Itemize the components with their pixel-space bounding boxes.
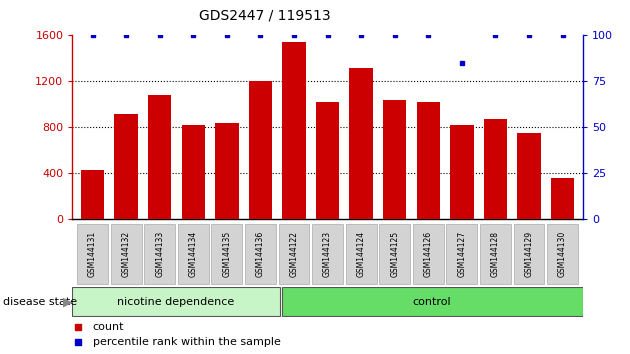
Bar: [416, 102, 440, 219]
FancyBboxPatch shape: [245, 224, 276, 284]
Bar: [450, 125, 474, 219]
Bar: [115, 114, 138, 219]
Bar: [316, 102, 340, 219]
FancyBboxPatch shape: [144, 224, 175, 284]
Text: GSM144127: GSM144127: [457, 231, 466, 277]
Text: GSM144133: GSM144133: [155, 231, 164, 277]
Text: GSM144136: GSM144136: [256, 231, 265, 277]
Text: GSM144132: GSM144132: [122, 231, 130, 277]
Text: GSM144124: GSM144124: [357, 231, 365, 277]
FancyBboxPatch shape: [72, 287, 280, 316]
Bar: [551, 178, 575, 219]
Text: GSM144128: GSM144128: [491, 231, 500, 277]
Text: GSM144130: GSM144130: [558, 231, 567, 277]
Bar: [181, 125, 205, 219]
Bar: [215, 123, 239, 219]
Bar: [249, 81, 272, 219]
Text: count: count: [93, 321, 124, 332]
Text: percentile rank within the sample: percentile rank within the sample: [93, 337, 281, 348]
Bar: [81, 170, 105, 219]
Bar: [350, 68, 373, 219]
FancyBboxPatch shape: [547, 224, 578, 284]
FancyBboxPatch shape: [178, 224, 209, 284]
Bar: [282, 42, 306, 219]
FancyBboxPatch shape: [346, 224, 377, 284]
Bar: [484, 119, 507, 219]
Text: GSM144135: GSM144135: [222, 231, 231, 277]
Text: GSM144129: GSM144129: [525, 231, 534, 277]
FancyBboxPatch shape: [413, 224, 444, 284]
FancyBboxPatch shape: [513, 224, 544, 284]
Text: disease state: disease state: [3, 297, 77, 307]
FancyBboxPatch shape: [312, 224, 343, 284]
Text: GSM144125: GSM144125: [390, 231, 399, 277]
Text: control: control: [413, 297, 452, 307]
Bar: [148, 95, 171, 219]
FancyBboxPatch shape: [77, 224, 108, 284]
FancyBboxPatch shape: [278, 224, 309, 284]
FancyBboxPatch shape: [212, 224, 243, 284]
Text: GSM144134: GSM144134: [189, 231, 198, 277]
Text: GDS2447 / 119513: GDS2447 / 119513: [199, 9, 330, 23]
Text: GSM144122: GSM144122: [290, 231, 299, 277]
FancyBboxPatch shape: [480, 224, 511, 284]
Text: GSM144126: GSM144126: [424, 231, 433, 277]
Bar: [383, 100, 406, 219]
FancyBboxPatch shape: [282, 287, 583, 316]
Text: GSM144131: GSM144131: [88, 231, 97, 277]
FancyBboxPatch shape: [111, 224, 142, 284]
Text: GSM144123: GSM144123: [323, 231, 332, 277]
Bar: [517, 133, 541, 219]
FancyBboxPatch shape: [447, 224, 478, 284]
FancyBboxPatch shape: [379, 224, 410, 284]
Text: nicotine dependence: nicotine dependence: [117, 297, 234, 307]
Text: ▶: ▶: [62, 295, 72, 308]
